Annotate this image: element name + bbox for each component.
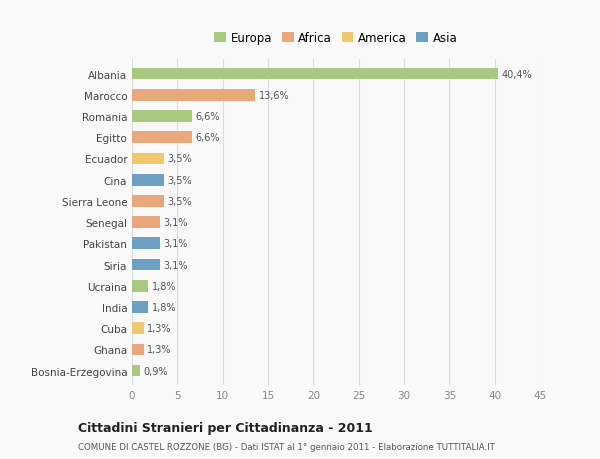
Text: 1,3%: 1,3% bbox=[148, 324, 172, 333]
Bar bbox=[132, 196, 164, 207]
Bar bbox=[132, 153, 164, 165]
Bar bbox=[132, 132, 192, 144]
Bar bbox=[132, 69, 498, 80]
Bar bbox=[132, 365, 140, 376]
Text: 3,5%: 3,5% bbox=[167, 154, 192, 164]
Text: 1,8%: 1,8% bbox=[152, 302, 176, 312]
Bar bbox=[132, 238, 160, 250]
Text: 3,1%: 3,1% bbox=[164, 239, 188, 249]
Bar bbox=[132, 323, 144, 334]
Text: 3,1%: 3,1% bbox=[164, 260, 188, 270]
Bar bbox=[132, 217, 160, 229]
Bar bbox=[132, 280, 148, 292]
Text: 0,9%: 0,9% bbox=[144, 366, 168, 376]
Text: 6,6%: 6,6% bbox=[196, 112, 220, 122]
Legend: Europa, Africa, America, Asia: Europa, Africa, America, Asia bbox=[212, 30, 460, 47]
Bar bbox=[132, 111, 192, 123]
Text: 6,6%: 6,6% bbox=[196, 133, 220, 143]
Bar bbox=[132, 344, 144, 355]
Text: 1,8%: 1,8% bbox=[152, 281, 176, 291]
Bar bbox=[132, 302, 148, 313]
Bar bbox=[132, 259, 160, 271]
Text: 3,5%: 3,5% bbox=[167, 196, 192, 207]
Text: 3,5%: 3,5% bbox=[167, 175, 192, 185]
Text: Cittadini Stranieri per Cittadinanza - 2011: Cittadini Stranieri per Cittadinanza - 2… bbox=[78, 421, 373, 434]
Bar bbox=[132, 90, 256, 101]
Text: 1,3%: 1,3% bbox=[148, 345, 172, 354]
Text: 13,6%: 13,6% bbox=[259, 91, 290, 101]
Text: 3,1%: 3,1% bbox=[164, 218, 188, 228]
Bar bbox=[132, 174, 164, 186]
Text: 40,4%: 40,4% bbox=[502, 69, 533, 79]
Text: COMUNE DI CASTEL ROZZONE (BG) - Dati ISTAT al 1° gennaio 2011 - Elaborazione TUT: COMUNE DI CASTEL ROZZONE (BG) - Dati IST… bbox=[78, 442, 495, 451]
